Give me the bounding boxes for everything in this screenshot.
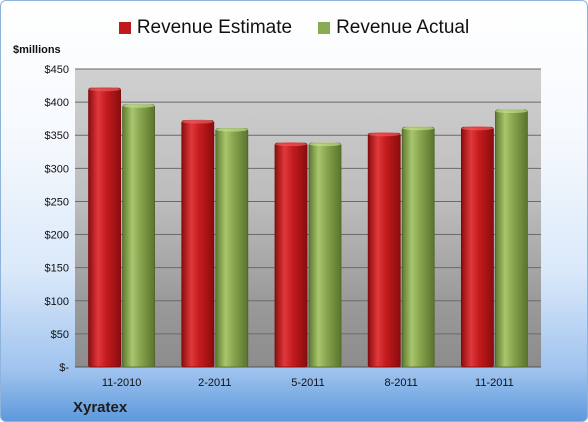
bar-revenue-estimate — [367, 132, 401, 368]
bar-highlight — [402, 126, 435, 131]
legend-item-actual: Revenue Actual — [318, 17, 469, 39]
y-axis-label: $millions — [13, 44, 61, 56]
y-tick-label: $150 — [45, 263, 69, 275]
bars — [88, 87, 528, 368]
bar-highlight — [215, 127, 248, 132]
bar-highlight — [461, 126, 494, 131]
bar-revenue-estimate — [274, 142, 308, 368]
bar-revenue-actual — [122, 104, 155, 368]
x-tick-label: 8-2011 — [384, 377, 417, 389]
legend-item-estimate: Revenue Estimate — [118, 17, 293, 39]
x-tick-label: 11-2011 — [475, 377, 514, 389]
bar-highlight — [122, 103, 155, 108]
y-tick-label: $50 — [51, 329, 69, 341]
bar-highlight — [368, 132, 401, 137]
y-tick-label: $300 — [45, 163, 69, 175]
bar-revenue-estimate — [460, 126, 494, 368]
company-name: Xyratex — [73, 399, 128, 416]
bar-revenue-estimate — [88, 87, 121, 368]
bar-revenue-actual — [215, 128, 249, 368]
x-tick-label: 2-2011 — [198, 377, 231, 389]
legend-label-estimate: Revenue Estimate — [136, 17, 293, 38]
y-tick-label: $400 — [45, 97, 69, 109]
y-tick-label: $450 — [45, 64, 69, 76]
legend-label-actual: Revenue Actual — [336, 17, 470, 38]
y-tick-label: $- — [59, 362, 69, 374]
bar-revenue-actual — [401, 126, 435, 368]
bar-highlight — [181, 119, 214, 124]
bar-revenue-actual — [308, 142, 342, 368]
y-tick-label: $100 — [45, 296, 69, 308]
y-tick-label: $250 — [45, 196, 69, 208]
legend-swatch-actual — [318, 22, 331, 34]
bar-highlight — [275, 142, 307, 147]
x-tick-label: 5-2011 — [291, 377, 324, 389]
x-tick-label: 11-2010 — [102, 377, 142, 389]
y-tick-label: $350 — [45, 130, 69, 142]
bar-revenue-estimate — [181, 120, 215, 368]
legend-swatch-estimate — [118, 22, 131, 34]
bar-highlight — [495, 109, 528, 114]
y-tick-labels: $- $50 $100 $150 $200 $250 $300 $350 $400 $450 — [45, 64, 70, 374]
y-tick-label: $200 — [45, 230, 69, 242]
bar-highlight — [309, 142, 341, 147]
bar-revenue-actual — [494, 109, 528, 368]
legend: Revenue Estimate Revenue Actual — [1, 17, 587, 39]
bar-highlight — [88, 87, 121, 92]
x-tick-labels: 11-2010 2-2011 5-2011 8-2011 11-2011 — [102, 377, 514, 389]
